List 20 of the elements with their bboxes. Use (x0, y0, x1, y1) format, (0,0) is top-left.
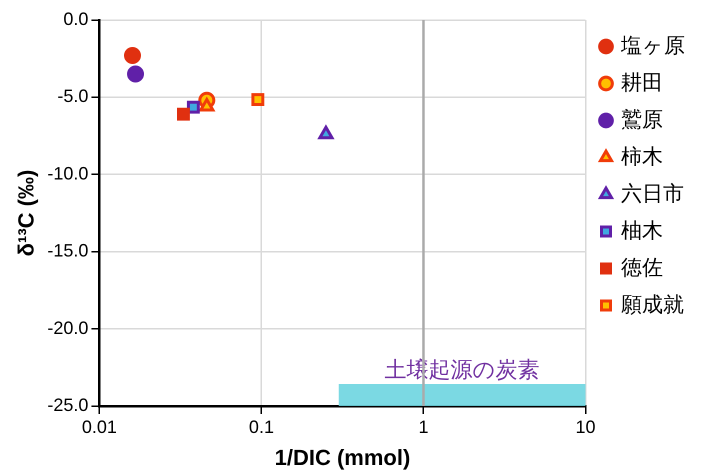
x-tick-label: 1 (418, 416, 428, 437)
x-tick-label: 0.1 (248, 416, 274, 437)
legend-label: 徳佐 (621, 256, 663, 280)
y-axis-title: δ¹³C (‰) (13, 170, 38, 256)
y-tick-label: -10.0 (47, 163, 88, 184)
legend-label: 鷲原 (621, 108, 663, 132)
y-tick-label: -20.0 (47, 318, 88, 338)
x-tick-label: 0.01 (82, 416, 117, 437)
legend-label: 願成就 (621, 293, 684, 316)
y-tick-label: -5.0 (57, 86, 88, 106)
y-tick-label: 0.0 (63, 8, 88, 29)
legend-label: 柿木 (621, 145, 663, 168)
legend-label: 六日市 (621, 182, 684, 206)
x-tick-label: 10 (575, 416, 596, 437)
x-axis-title: 1/DIC (mmol) (274, 444, 410, 470)
legend-label: 塩ヶ原 (620, 34, 685, 58)
legend-label: 柚木 (621, 219, 663, 242)
y-tick-label: -25.0 (47, 394, 88, 415)
y-tick-label: -15.0 (47, 240, 88, 261)
legend-label: 耕田 (621, 71, 663, 94)
